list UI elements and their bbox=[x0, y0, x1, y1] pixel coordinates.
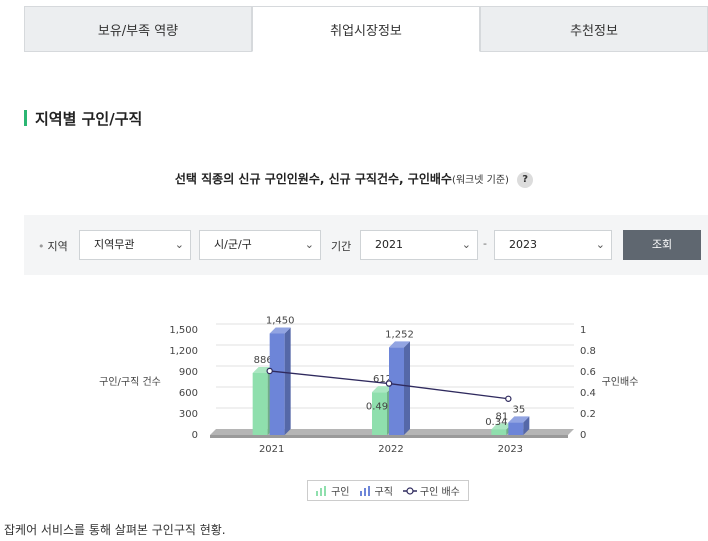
y2-tick-label: 0.6 bbox=[580, 367, 596, 378]
bar-data-label: 81 bbox=[495, 411, 508, 422]
bar-data-label: 1,450 bbox=[266, 316, 295, 327]
section-title: 지역별 구인/구직 bbox=[35, 109, 143, 128]
subtitle-source: (워크넷 기준) bbox=[451, 175, 509, 186]
city-select[interactable]: 시/군/구 ⌄ bbox=[199, 230, 321, 260]
region-label-text: 지역 bbox=[47, 240, 68, 253]
y-tick-label: 300 bbox=[179, 409, 198, 420]
bar-data-label: 886 bbox=[254, 355, 273, 366]
y-axis-title: 구인/구직 건수 bbox=[99, 376, 161, 388]
bar-side bbox=[284, 327, 291, 435]
legend-label-seek: 구직 bbox=[374, 487, 393, 498]
subtitle-main: 선택 직종의 신규 구인인원수, 신규 구직건수, 구인배수 bbox=[174, 172, 452, 186]
chevron-down-icon: ⌄ bbox=[595, 238, 605, 251]
section-accent-bar bbox=[24, 110, 27, 126]
bar-top bbox=[269, 327, 291, 334]
bar-front bbox=[389, 347, 404, 435]
bar-top bbox=[389, 341, 410, 348]
y-tick-label: 1,200 bbox=[169, 346, 198, 357]
period-to-value: 2023 bbox=[509, 238, 537, 251]
y-tick-label: 0 bbox=[192, 430, 198, 441]
bar-data-label: 35 bbox=[512, 404, 525, 415]
search-button[interactable]: 조회 bbox=[623, 230, 701, 260]
y-tick-label: 1,500 bbox=[169, 325, 198, 336]
help-icon[interactable]: ? bbox=[517, 171, 534, 188]
ratio-point bbox=[505, 395, 512, 402]
ratio-data-label: 0.34 bbox=[485, 417, 507, 428]
region-label: • 지역 bbox=[38, 238, 68, 254]
ratio-point bbox=[266, 367, 273, 375]
period-label: 기간 bbox=[331, 240, 352, 253]
line-marker-icon bbox=[402, 486, 417, 495]
bar-top bbox=[491, 423, 513, 430]
y2-tick-label: 0.4 bbox=[580, 388, 596, 399]
y2-axis-title: 구인배수 bbox=[602, 376, 639, 388]
bar-front bbox=[508, 422, 524, 435]
bar-chart-icon bbox=[316, 485, 327, 496]
region-select-value: 지역무관 bbox=[94, 238, 135, 251]
filter-bar: • 지역 지역무관 ⌄ 시/군/구 ⌄ 기간 2021 ⌄ - 2023 ⌄ 조회 bbox=[24, 215, 708, 275]
y2-tick-label: 0.2 bbox=[580, 409, 596, 420]
ratio-data-label: 0.49 bbox=[366, 402, 388, 413]
y2-tick-label: 0 bbox=[580, 430, 586, 441]
bar-top bbox=[372, 386, 393, 393]
city-select-value: 시/군/구 bbox=[214, 238, 252, 251]
tab-skills[interactable]: 보유/부족 역량 bbox=[24, 6, 252, 52]
y2-tick-label: 1 bbox=[580, 325, 586, 336]
chevron-down-icon: ⌄ bbox=[304, 238, 314, 251]
job-chart: 0 300 600 900 1,200 1,500 0 0.2 0.4 0.6 0.8 1 구인/구직 … bbox=[99, 316, 639, 456]
period-dash: - bbox=[483, 237, 487, 250]
period-from-value: 2021 bbox=[375, 238, 403, 251]
tab-recommend[interactable]: 추천정보 bbox=[480, 6, 708, 52]
period-to-select[interactable]: 2023 ⌄ bbox=[494, 230, 612, 260]
period-from-select[interactable]: 2021 ⌄ bbox=[360, 230, 478, 260]
legend-item-ratio[interactable]: 구인 배수 bbox=[402, 483, 460, 498]
bar-front bbox=[372, 392, 387, 435]
y2-tick-label: 0.8 bbox=[580, 346, 596, 357]
chevron-down-icon: ⌄ bbox=[174, 238, 184, 251]
chart-legend: 구인 구직 구인 배수 bbox=[307, 480, 469, 501]
chart-subtitle: 선택 직종의 신규 구인인원수, 신규 구직건수, 구인배수(워크넷 기준) ? bbox=[0, 170, 708, 188]
bar-front bbox=[491, 429, 507, 435]
tab-bar: 보유/부족 역량 취업시장정보 추천정보 bbox=[24, 6, 708, 52]
ratio-point bbox=[385, 380, 393, 387]
legend-item-seek[interactable]: 구직 bbox=[359, 483, 393, 498]
y-tick-label: 600 bbox=[179, 388, 198, 399]
tab-job-market[interactable]: 취업시장정보 bbox=[252, 6, 480, 52]
caption: 잡케어 서비스를 통해 살펴본 구인구직 현황. bbox=[4, 523, 226, 537]
section-header: 지역별 구인/구직 bbox=[24, 108, 142, 128]
y-tick-label: 900 bbox=[179, 367, 198, 378]
chart-floor-edge bbox=[210, 435, 568, 438]
x-tick-label: 2021 bbox=[259, 444, 284, 455]
bar-side bbox=[523, 416, 530, 435]
bar-front bbox=[252, 372, 268, 435]
bar-data-label: 1,252 bbox=[385, 329, 414, 340]
bar-side bbox=[404, 341, 410, 435]
x-tick-label: 2022 bbox=[378, 444, 403, 455]
x-tick-label: 2023 bbox=[498, 444, 523, 455]
bar-chart-icon bbox=[359, 485, 370, 496]
bar-top bbox=[508, 416, 530, 423]
legend-label-offer: 구인 bbox=[331, 487, 350, 498]
legend-label-ratio: 구인 배수 bbox=[419, 487, 460, 498]
legend-item-offer[interactable]: 구인 bbox=[316, 483, 350, 498]
bullet-icon: • bbox=[38, 240, 45, 253]
bar-data-label: 612 bbox=[373, 374, 392, 385]
bar-front bbox=[269, 333, 285, 435]
region-select[interactable]: 지역무관 ⌄ bbox=[79, 230, 191, 260]
chevron-down-icon: ⌄ bbox=[461, 238, 471, 251]
